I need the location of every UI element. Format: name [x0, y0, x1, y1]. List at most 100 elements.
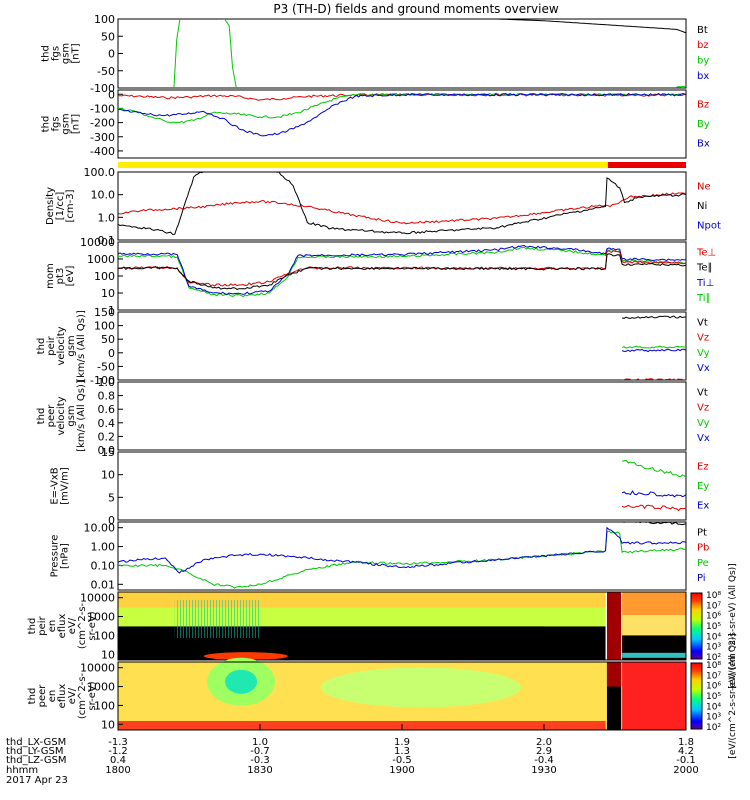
footer-value: -0.3	[250, 755, 270, 766]
axes-box	[117, 241, 687, 311]
y-axis-label: sr-eV)	[87, 611, 98, 640]
panel-fgs-gsm: 0-100 -200-300-400 thd fgs gsm [nT] Bz By Bx	[41, 88, 710, 159]
y-tick-label: 10000	[80, 236, 115, 249]
footer-date: 2017 Apr 23	[6, 775, 68, 786]
y-axis-label: [nT]	[71, 43, 82, 63]
legend-entry: Te∥	[696, 263, 713, 274]
y-axis-label: gsm	[66, 335, 77, 356]
y-axis-label: E=-VxB	[50, 467, 61, 504]
y-axis-label: thd	[36, 408, 47, 425]
y-tick-label: 0	[108, 88, 115, 101]
spectrogram-peir-eflux	[118, 592, 686, 661]
series-line-By	[118, 92, 686, 124]
footer-value: 1930	[531, 765, 556, 776]
legend-entry: bx	[697, 71, 709, 82]
colorbar-tick: 10³	[706, 643, 721, 653]
panel-temperature: 10000 1000 100 10 1 mom pt3 [eV] Te⊥ Te∥ Ti⊥ Ti∥	[45, 236, 716, 317]
y-axis-label: gsm	[66, 405, 77, 426]
legend-entry: Vt	[697, 318, 708, 329]
spec-plateau	[320, 667, 521, 708]
colorbar-tick: 10³	[706, 713, 721, 723]
footer-value: 1.0	[252, 737, 268, 748]
y-axis-label: Density	[45, 187, 56, 225]
y-tick-label: 10	[101, 469, 115, 482]
panel-efield: 15 10 5 0 E=-VxB [mV/m] Ez Ey Ex	[50, 446, 710, 527]
footer-value: 1.9	[394, 737, 410, 748]
series-line-Bx	[118, 92, 686, 137]
panel-peir-eflux: 10000 1000 100 10 thd peir en eflux eV/(cm^2-s-s…	[27, 563, 738, 688]
footer-value: 2.0	[536, 737, 552, 748]
panel-peer-eflux: 10000 1000 100 10 thd peer en eflux eV/(cm^2-s-s…	[27, 633, 738, 758]
y-tick-label: 100	[94, 629, 115, 642]
mode-segment	[118, 162, 608, 168]
y-tick-label: 0	[108, 514, 115, 527]
legend-entry: Vz	[697, 403, 709, 414]
legend-entry: Ey	[697, 481, 709, 492]
spec-blob	[203, 652, 288, 661]
spec-low-band	[118, 720, 606, 730]
legend-entry: Ez	[697, 461, 709, 472]
series-line-Pi	[118, 526, 686, 574]
y-axis-label: thd	[41, 116, 52, 133]
series-line-Ex	[621, 490, 686, 510]
y-axis-label: eV/	[67, 687, 78, 704]
series-line-Vy	[621, 345, 686, 349]
axes-box	[117, 89, 687, 159]
footer-value: 0.4	[110, 755, 126, 766]
series-line-Ni	[118, 172, 686, 236]
y-axis-label: Pressure	[50, 535, 61, 578]
y-axis-label: [km/s (All Qs)]	[76, 380, 87, 452]
y-tick-label: 15	[101, 446, 115, 459]
y-axis-label: [nT]	[71, 114, 82, 134]
colorbar-tick: 10⁴	[706, 702, 721, 712]
y-axis-label: peir	[37, 615, 48, 635]
footer-value: 1830	[247, 765, 272, 776]
legend-entry: Ti⊥	[696, 278, 714, 289]
y-axis-label: peer	[46, 404, 57, 428]
legend-entry: Ni	[697, 201, 707, 212]
y-tick-label: 1.0	[98, 376, 116, 389]
y-axis-label: fgs	[51, 116, 62, 131]
footer-row-label: thd_LZ-GSM	[6, 755, 67, 766]
footer-value: 2.9	[536, 746, 552, 757]
spec-noise	[174, 592, 260, 646]
axes-box	[117, 451, 687, 521]
y-tick-label: 100	[94, 699, 115, 712]
y-tick-label: 0.10	[91, 559, 116, 572]
panel-mode-bar	[118, 162, 686, 168]
y-tick-label: 100.0	[84, 166, 116, 179]
y-tick-label: -50	[97, 65, 115, 78]
legend-entry: Bx	[697, 138, 710, 149]
colorbar-tick: 10⁷	[706, 671, 721, 681]
series-line-Ne	[118, 192, 686, 225]
y-tick-label: 0.4	[98, 417, 116, 430]
series-line-Ez	[621, 504, 686, 516]
y-tick-label: 150	[94, 306, 115, 319]
legend-entry: Ti∥	[696, 293, 711, 304]
footer-value: -0.4	[534, 755, 554, 766]
spec-low	[260, 626, 544, 655]
y-tick-label: 100	[94, 320, 115, 333]
y-tick-label: 10	[101, 648, 115, 661]
legend-entry: Te⊥	[696, 248, 716, 259]
legend-entry: By	[697, 119, 710, 130]
colorbar	[690, 662, 703, 730]
series-line-by	[173, 19, 237, 88]
y-tick-label: 10000	[80, 592, 115, 605]
series-group	[118, 522, 686, 589]
y-tick-label: -100	[90, 102, 115, 115]
y-tick-label: -50	[97, 360, 115, 373]
y-axis-label: peer	[37, 684, 48, 708]
footer-value: -1.3	[108, 737, 128, 748]
colorbar-tick: 10⁸	[706, 661, 721, 671]
colorbar-tick: 10⁷	[706, 601, 721, 611]
colorbar-tick: 10⁵	[706, 622, 721, 632]
y-axis-label: sr-eV)	[87, 681, 98, 710]
footer-value: -0.5	[392, 755, 412, 766]
y-tick-label: 1000	[87, 611, 115, 624]
colorbar-tick: 10⁴	[706, 632, 721, 642]
y-tick-label: 0.8	[98, 390, 116, 403]
y-axis-label: en	[47, 620, 58, 633]
y-tick-label: 1.0	[98, 211, 116, 224]
y-axis-label: eflux	[57, 684, 68, 709]
